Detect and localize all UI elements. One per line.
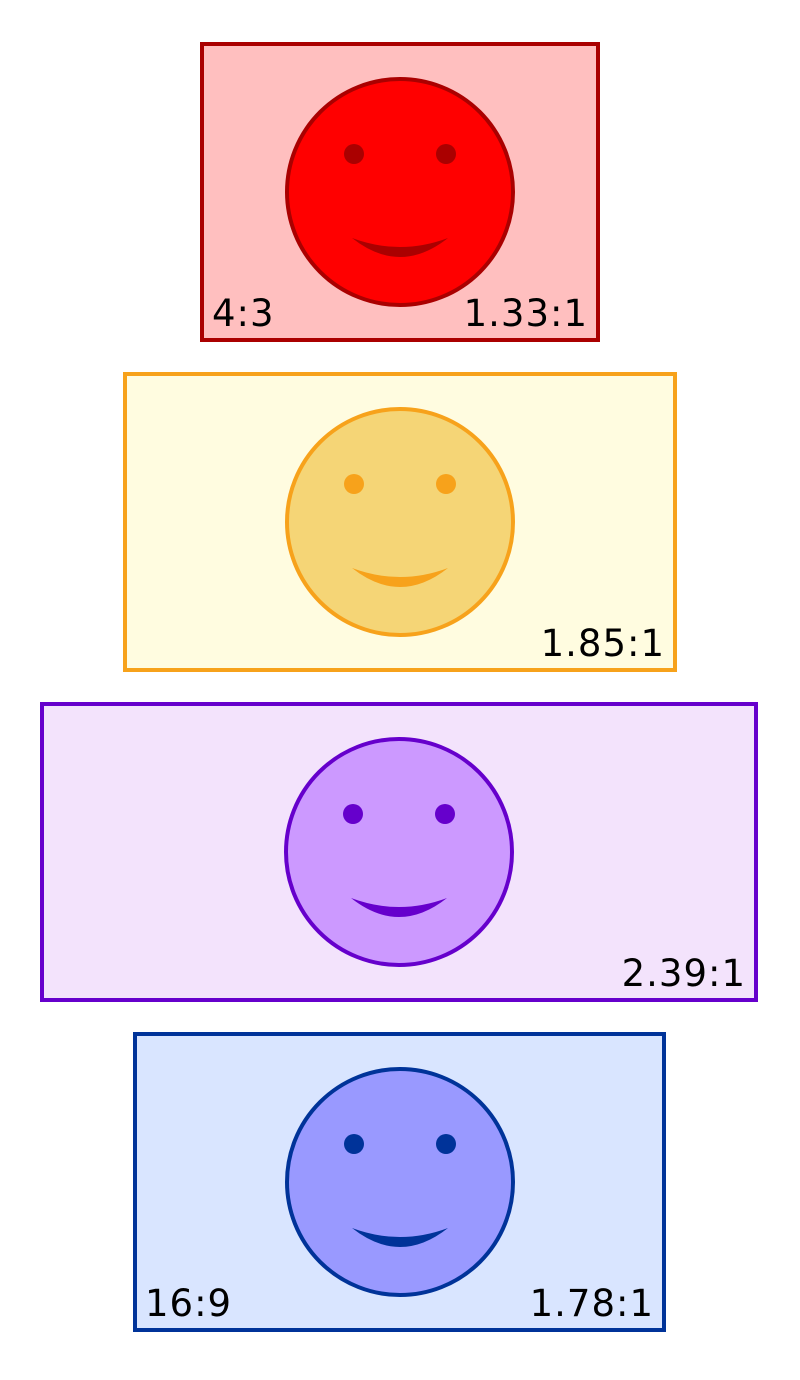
frame-16x9: 16:9 1.78:1: [133, 1032, 666, 1332]
ratio-value-label: 1.78:1: [529, 1282, 654, 1325]
frame-1-85: 1.85:1: [123, 372, 677, 672]
frame-2-39: 2.39:1: [40, 702, 758, 1002]
ratio-value-label: 1.33:1: [463, 292, 588, 335]
frame-4x3: 4:3 1.33:1: [200, 42, 600, 342]
smiley-face-icon: [285, 407, 515, 637]
ratio-value-label: 2.39:1: [621, 952, 746, 995]
ratio-value-label: 1.85:1: [540, 622, 665, 665]
ratio-name-label: 4:3: [212, 292, 275, 335]
smiley-face-icon: [284, 1067, 515, 1297]
smiley-face-icon: [285, 77, 515, 307]
smiley-face-icon: [284, 737, 514, 967]
ratio-name-label: 16:9: [145, 1282, 233, 1325]
